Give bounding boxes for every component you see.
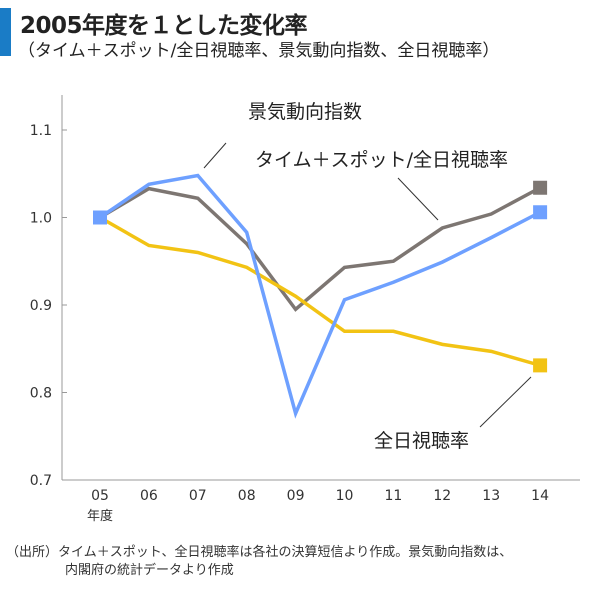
x-tick-label: 05 bbox=[91, 488, 109, 504]
y-tick-label: 0.8 bbox=[30, 386, 52, 402]
x-tick-label: 07 bbox=[189, 488, 207, 504]
label-ratio: タイム＋スポット/全日視聴率 bbox=[255, 149, 508, 171]
x-tick-label: 10 bbox=[336, 488, 354, 504]
x-tick-label: 11 bbox=[384, 488, 402, 504]
footnote-line-1: （出所）タイム＋スポット、全日視聴率は各社の決算短信より作成。景気動向指数は、 bbox=[6, 545, 513, 560]
x-unit-label: 年度 bbox=[87, 508, 113, 524]
series-end-marker-0 bbox=[533, 180, 548, 195]
series-line-2 bbox=[99, 173, 541, 419]
leader-line-rating bbox=[479, 376, 532, 428]
y-tick-label: 1.0 bbox=[30, 211, 52, 227]
x-tick-label: 06 bbox=[140, 488, 158, 504]
x-tick-label: 08 bbox=[238, 488, 256, 504]
series-line-0 bbox=[99, 186, 541, 312]
x-tick-label: 14 bbox=[531, 488, 549, 504]
footnote: （出所）タイム＋スポット、全日視聴率は各社の決算短信より作成。景気動向指数は、 … bbox=[6, 544, 512, 580]
series-end-marker-2 bbox=[533, 205, 548, 220]
series-end-marker-1 bbox=[533, 358, 548, 373]
y-tick-label: 0.7 bbox=[30, 473, 52, 489]
x-tick-label: 12 bbox=[433, 488, 451, 504]
y-tick-label: 0.9 bbox=[30, 298, 52, 314]
title-accent-bar bbox=[0, 8, 11, 56]
chart-subtitle: （タイム＋スポット/全日視聴率、景気動向指数、全日視聴率） bbox=[18, 41, 500, 61]
series-line-1 bbox=[99, 215, 541, 368]
leader-line-ratio bbox=[397, 177, 439, 221]
x-tick-label: 13 bbox=[482, 488, 500, 504]
y-tick-label: 1.1 bbox=[30, 123, 52, 139]
footnote-line-2: 内閣府の統計データより作成 bbox=[65, 563, 234, 578]
x-tick-label: 09 bbox=[287, 488, 305, 504]
leader-line-business bbox=[203, 142, 227, 169]
label-business-index: 景気動向指数 bbox=[248, 101, 362, 123]
series-start-marker bbox=[93, 210, 107, 225]
label-rating: 全日視聴率 bbox=[374, 430, 469, 452]
chart-title: 2005年度を１とした変化率 bbox=[20, 13, 308, 39]
